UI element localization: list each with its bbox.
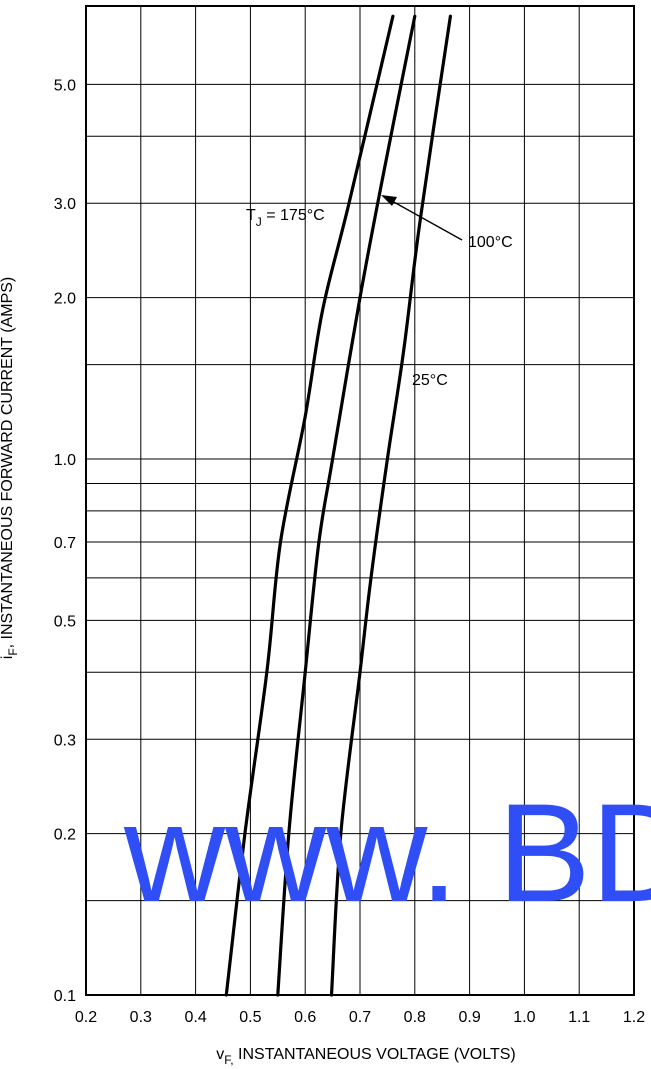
annotation-tj-175: TJ = 175°C [246, 207, 325, 229]
series-group [224, 14, 452, 997]
x-tick-label: 0.6 [294, 1009, 316, 1026]
watermark-text: www. BDTI [123, 774, 651, 931]
x-tick-label: 0.8 [404, 1009, 426, 1026]
x-tick-labels: 0.2 0.3 0.4 0.5 0.6 0.7 0.8 0.9 1.0 1.1 1.2 [75, 1009, 645, 1026]
x-tick-label: 0.9 [458, 1009, 480, 1026]
x-tick-label: 0.5 [239, 1009, 261, 1026]
y-tick-label: 3.0 [54, 196, 76, 213]
x-tick-label: 0.3 [130, 1009, 152, 1026]
annotation-100c: 100°C [468, 234, 513, 251]
x-tick-label: 0.4 [184, 1009, 206, 1026]
y-tick-label: 0.1 [54, 988, 76, 1005]
x-tick-label: 0.2 [75, 1009, 97, 1026]
y-tick-label: 0.3 [54, 732, 76, 749]
annotation-25c: 25°C [412, 372, 448, 389]
x-axis-title: vF, INSTANTANEOUS VOLTAGE (VOLTS) [216, 1046, 515, 1067]
series-line-100c [276, 14, 417, 997]
y-tick-label: 0.5 [54, 613, 76, 630]
x-tick-label: 1.2 [623, 1009, 645, 1026]
y-tick-label: 5.0 [54, 77, 76, 94]
x-tick-label: 0.7 [349, 1009, 371, 1026]
y-tick-label: 0.2 [54, 827, 76, 844]
series-line-175c [224, 14, 395, 997]
y-axis-title: iF, INSTANTANEOUS FORWARD CURRENT (AMPS) [0, 277, 20, 659]
y-tick-labels: 5.0 3.0 2.0 1.0 0.7 0.5 0.3 0.2 0.1 [54, 77, 76, 1005]
annotation-arrow-line [391, 200, 463, 241]
series-line-25c [329, 14, 452, 997]
y-tick-label: 2.0 [54, 291, 76, 308]
x-tick-label: 1.1 [568, 1009, 590, 1026]
y-tick-label: 1.0 [54, 452, 76, 469]
y-tick-label: 0.7 [54, 535, 76, 552]
x-tick-label: 1.0 [513, 1009, 535, 1026]
annotation-arrowhead [381, 195, 397, 206]
plot-frame [85, 5, 635, 996]
